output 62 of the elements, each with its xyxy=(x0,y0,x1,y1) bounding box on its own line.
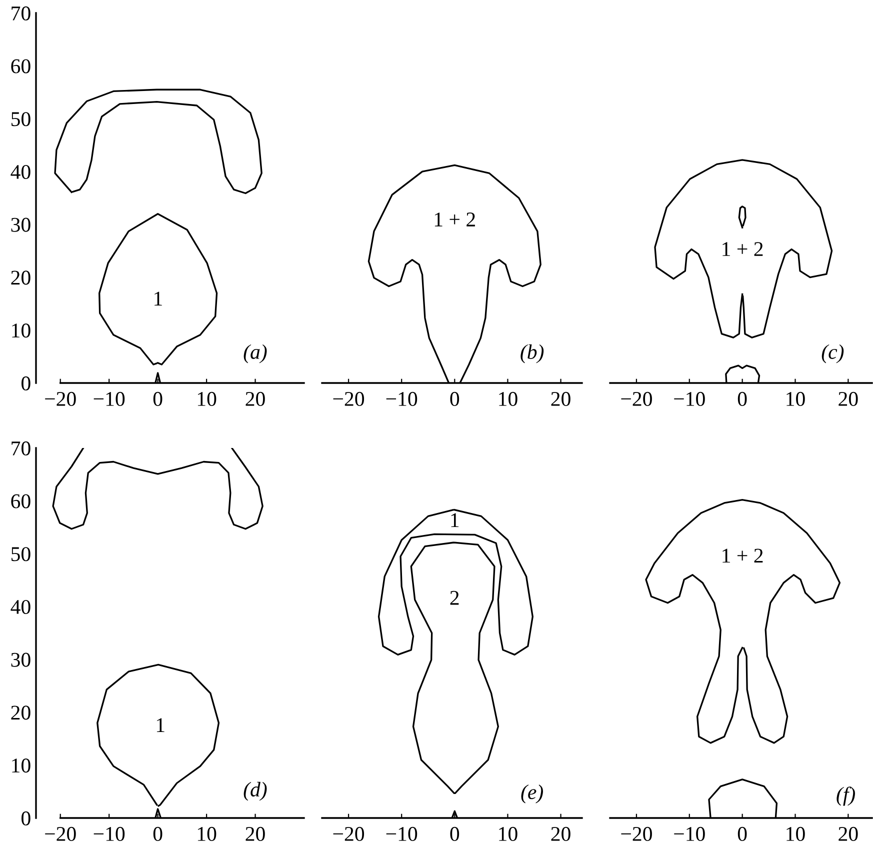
line-series xyxy=(52,448,264,530)
y-tick-label: 50 xyxy=(12,547,30,562)
x-tick-label: −20 xyxy=(621,392,652,406)
x-tick-label: −10 xyxy=(674,826,705,841)
x-tick-label: −20 xyxy=(621,826,652,841)
annotation: (a) xyxy=(244,344,267,364)
y-tick-label: 40 xyxy=(10,600,30,614)
annotation: 1 xyxy=(154,292,162,306)
x-tick-label: 0 xyxy=(450,392,460,406)
annotation: 1 + 2 xyxy=(434,212,475,226)
y-tick-label: 10 xyxy=(12,324,30,338)
y-tick-label: 60 xyxy=(11,494,30,508)
annotation: (d) xyxy=(244,782,267,801)
x-tick-label: −10 xyxy=(94,392,125,406)
annotation: (f) xyxy=(836,786,855,806)
line-series xyxy=(98,213,218,366)
x-tick-label: 0 xyxy=(153,392,162,406)
x-tick-label: 20 xyxy=(246,392,265,406)
y-tick-label: 20 xyxy=(11,706,30,720)
line-series xyxy=(54,88,262,194)
x-tick-label: 20 xyxy=(246,826,265,841)
annotation: 1 xyxy=(156,718,164,732)
x-tick-label: 10 xyxy=(786,826,805,841)
x-tick-label: 10 xyxy=(499,826,518,841)
x-tick-label: 10 xyxy=(499,392,518,406)
x-tick-label: 10 xyxy=(198,826,216,841)
x-tick-label: −10 xyxy=(386,826,418,841)
y-tick-label: 20 xyxy=(11,270,30,285)
x-tick-label: −10 xyxy=(674,392,705,406)
annotation: 1 + 2 xyxy=(722,548,763,563)
y-tick-label: 0 xyxy=(22,811,30,826)
y-tick-label: 10 xyxy=(12,758,30,773)
y-tick-label: 30 xyxy=(11,652,30,667)
annotation: 1 + 2 xyxy=(722,242,763,256)
annotation: 1 xyxy=(451,513,459,528)
y-tick-label: 0 xyxy=(22,376,30,390)
x-tick-label: 20 xyxy=(838,826,858,841)
y-tick-label: 30 xyxy=(11,218,30,232)
x-tick-label: 20 xyxy=(551,826,570,841)
x-tick-label: 0 xyxy=(738,826,747,841)
annotation: 2 xyxy=(450,590,459,605)
y-tick-label: 40 xyxy=(10,164,30,180)
x-tick-label: −20 xyxy=(45,826,76,841)
x-tick-label: −10 xyxy=(386,392,418,406)
x-tick-label: 20 xyxy=(551,392,570,406)
x-tick-label: 0 xyxy=(450,826,460,841)
y-tick-label: 50 xyxy=(12,112,30,126)
x-tick-label: 20 xyxy=(838,392,858,406)
x-tick-label: −20 xyxy=(333,392,364,406)
x-tick-label: 0 xyxy=(738,392,747,406)
x-tick-label: −20 xyxy=(45,392,76,406)
y-tick-label: 70 xyxy=(12,6,30,20)
annotation: (e) xyxy=(521,784,543,804)
annotation: (b) xyxy=(520,344,544,364)
x-tick-label: 10 xyxy=(198,392,216,406)
y-tick-label: 60 xyxy=(11,59,30,74)
x-tick-label: 0 xyxy=(153,826,162,841)
x-tick-label: −10 xyxy=(94,826,125,841)
y-tick-label: 70 xyxy=(12,441,30,456)
x-tick-label: −20 xyxy=(333,826,364,841)
annotation: (c) xyxy=(822,344,844,364)
x-tick-label: 10 xyxy=(786,392,805,406)
